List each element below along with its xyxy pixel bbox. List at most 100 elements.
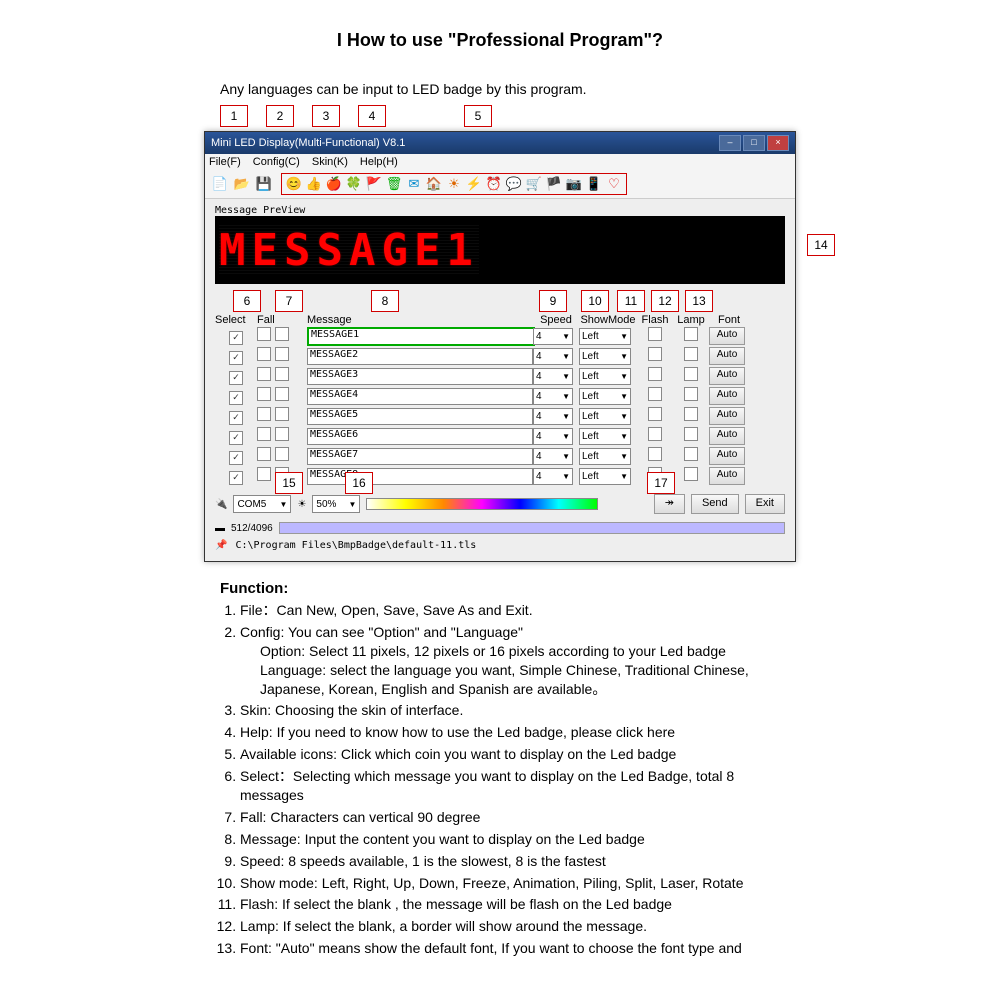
lamp-checkbox[interactable] (684, 387, 698, 401)
select-checkbox[interactable]: ✓ (229, 331, 243, 345)
showmode-select[interactable]: Left▼ (579, 328, 631, 345)
strip-icon[interactable]: ⚡ (465, 175, 483, 193)
strip-icon[interactable]: 👍 (305, 175, 323, 193)
strip-icon[interactable]: 🍎 (325, 175, 343, 193)
speed-select[interactable]: 4▼ (533, 468, 573, 485)
menu-help[interactable]: Help(H) (360, 156, 398, 168)
speed-select[interactable]: 4▼ (533, 388, 573, 405)
strip-icon[interactable]: 😊 (285, 175, 303, 193)
new-icon[interactable]: 📄 (211, 175, 229, 193)
font-button[interactable]: Auto (709, 447, 745, 465)
select-checkbox[interactable]: ✓ (229, 451, 243, 465)
lamp-checkbox[interactable] (684, 367, 698, 381)
flash-checkbox[interactable] (648, 387, 662, 401)
message-input[interactable]: MESSAGE8 (307, 468, 533, 485)
fall-checkbox[interactable] (275, 407, 289, 421)
font-button[interactable]: Auto (709, 347, 745, 365)
select-checkbox[interactable]: ✓ (229, 431, 243, 445)
message-input[interactable]: MESSAGE7 (307, 448, 533, 465)
strip-icon[interactable]: 🛒 (525, 175, 543, 193)
strip-icon[interactable]: ♡ (605, 175, 623, 193)
menu-config[interactable]: Config(C) (253, 156, 300, 168)
fall-checkbox[interactable] (275, 427, 289, 441)
speed-select[interactable]: 4▼ (533, 408, 573, 425)
showmode-select[interactable]: Left▼ (579, 368, 631, 385)
brightness-select[interactable]: 50%▼ (312, 495, 360, 513)
flash-checkbox[interactable] (648, 427, 662, 441)
fall-checkbox[interactable] (257, 407, 271, 421)
showmode-select[interactable]: Left▼ (579, 388, 631, 405)
strip-icon[interactable]: ⏰ (485, 175, 503, 193)
strip-icon[interactable]: ☀ (445, 175, 463, 193)
fall-checkbox[interactable] (275, 447, 289, 461)
strip-icon[interactable]: 🚩 (365, 175, 383, 193)
menu-skin[interactable]: Skin(K) (312, 156, 348, 168)
strip-icon[interactable]: 🗑 (385, 175, 403, 193)
lamp-checkbox[interactable] (684, 347, 698, 361)
strip-icon[interactable]: 📱 (585, 175, 603, 193)
speed-select[interactable]: 4▼ (533, 428, 573, 445)
speed-select[interactable]: 4▼ (533, 448, 573, 465)
strip-icon[interactable]: ✉ (405, 175, 423, 193)
select-checkbox[interactable]: ✓ (229, 371, 243, 385)
send-button[interactable]: Send (691, 494, 739, 514)
flash-checkbox[interactable] (648, 327, 662, 341)
save-icon[interactable]: 💾 (255, 175, 273, 193)
message-input[interactable]: MESSAGE3 (307, 368, 533, 385)
fall-checkbox[interactable] (257, 347, 271, 361)
flash-checkbox[interactable] (648, 367, 662, 381)
message-input[interactable]: MESSAGE5 (307, 408, 533, 425)
showmode-select[interactable]: Left▼ (579, 428, 631, 445)
lamp-checkbox[interactable] (684, 467, 698, 481)
font-button[interactable]: Auto (709, 467, 745, 485)
open-icon[interactable]: 📂 (233, 175, 251, 193)
flash-checkbox[interactable] (648, 407, 662, 421)
showmode-select[interactable]: Left▼ (579, 408, 631, 425)
lamp-checkbox[interactable] (684, 427, 698, 441)
menu-file[interactable]: File(F) (209, 156, 241, 168)
speed-select[interactable]: 4▼ (533, 368, 573, 385)
lamp-checkbox[interactable] (684, 327, 698, 341)
font-button[interactable]: Auto (709, 327, 745, 345)
font-button[interactable]: Auto (709, 427, 745, 445)
minimize-button[interactable]: – (719, 135, 741, 151)
message-input[interactable]: MESSAGE4 (307, 388, 533, 405)
fall-checkbox[interactable] (275, 367, 289, 381)
select-checkbox[interactable]: ✓ (229, 471, 243, 485)
fall-checkbox[interactable] (257, 467, 271, 481)
speed-select[interactable]: 4▼ (533, 328, 573, 345)
strip-icon[interactable]: 📷 (565, 175, 583, 193)
close-button[interactable]: × (767, 135, 789, 151)
fall-checkbox[interactable] (257, 447, 271, 461)
flash-checkbox[interactable] (648, 447, 662, 461)
lamp-checkbox[interactable] (684, 447, 698, 461)
fall-checkbox[interactable] (257, 387, 271, 401)
fall-checkbox[interactable] (257, 367, 271, 381)
showmode-select[interactable]: Left▼ (579, 348, 631, 365)
select-checkbox[interactable]: ✓ (229, 391, 243, 405)
fall-checkbox[interactable] (257, 427, 271, 441)
fall-checkbox[interactable] (257, 327, 271, 341)
select-checkbox[interactable]: ✓ (229, 411, 243, 425)
color-gradient[interactable] (366, 498, 598, 510)
flash-checkbox[interactable] (648, 347, 662, 361)
font-button[interactable]: Auto (709, 367, 745, 385)
strip-icon[interactable]: 🏴 (545, 175, 563, 193)
fall-checkbox[interactable] (275, 347, 289, 361)
exit-button[interactable]: Exit (745, 494, 785, 514)
port-select[interactable]: COM5▼ (233, 495, 291, 513)
maximize-button[interactable]: □ (743, 135, 765, 151)
strip-icon[interactable]: 🏠 (425, 175, 443, 193)
lamp-checkbox[interactable] (684, 407, 698, 421)
font-button[interactable]: Auto (709, 387, 745, 405)
fall-checkbox[interactable] (275, 327, 289, 341)
message-input[interactable]: MESSAGE2 (307, 348, 533, 365)
font-button[interactable]: Auto (709, 407, 745, 425)
strip-icon[interactable]: 🍀 (345, 175, 363, 193)
speed-select[interactable]: 4▼ (533, 348, 573, 365)
select-checkbox[interactable]: ✓ (229, 351, 243, 365)
fall-checkbox[interactable] (275, 387, 289, 401)
showmode-select[interactable]: Left▼ (579, 448, 631, 465)
strip-icon[interactable]: 💬 (505, 175, 523, 193)
showmode-select[interactable]: Left▼ (579, 468, 631, 485)
